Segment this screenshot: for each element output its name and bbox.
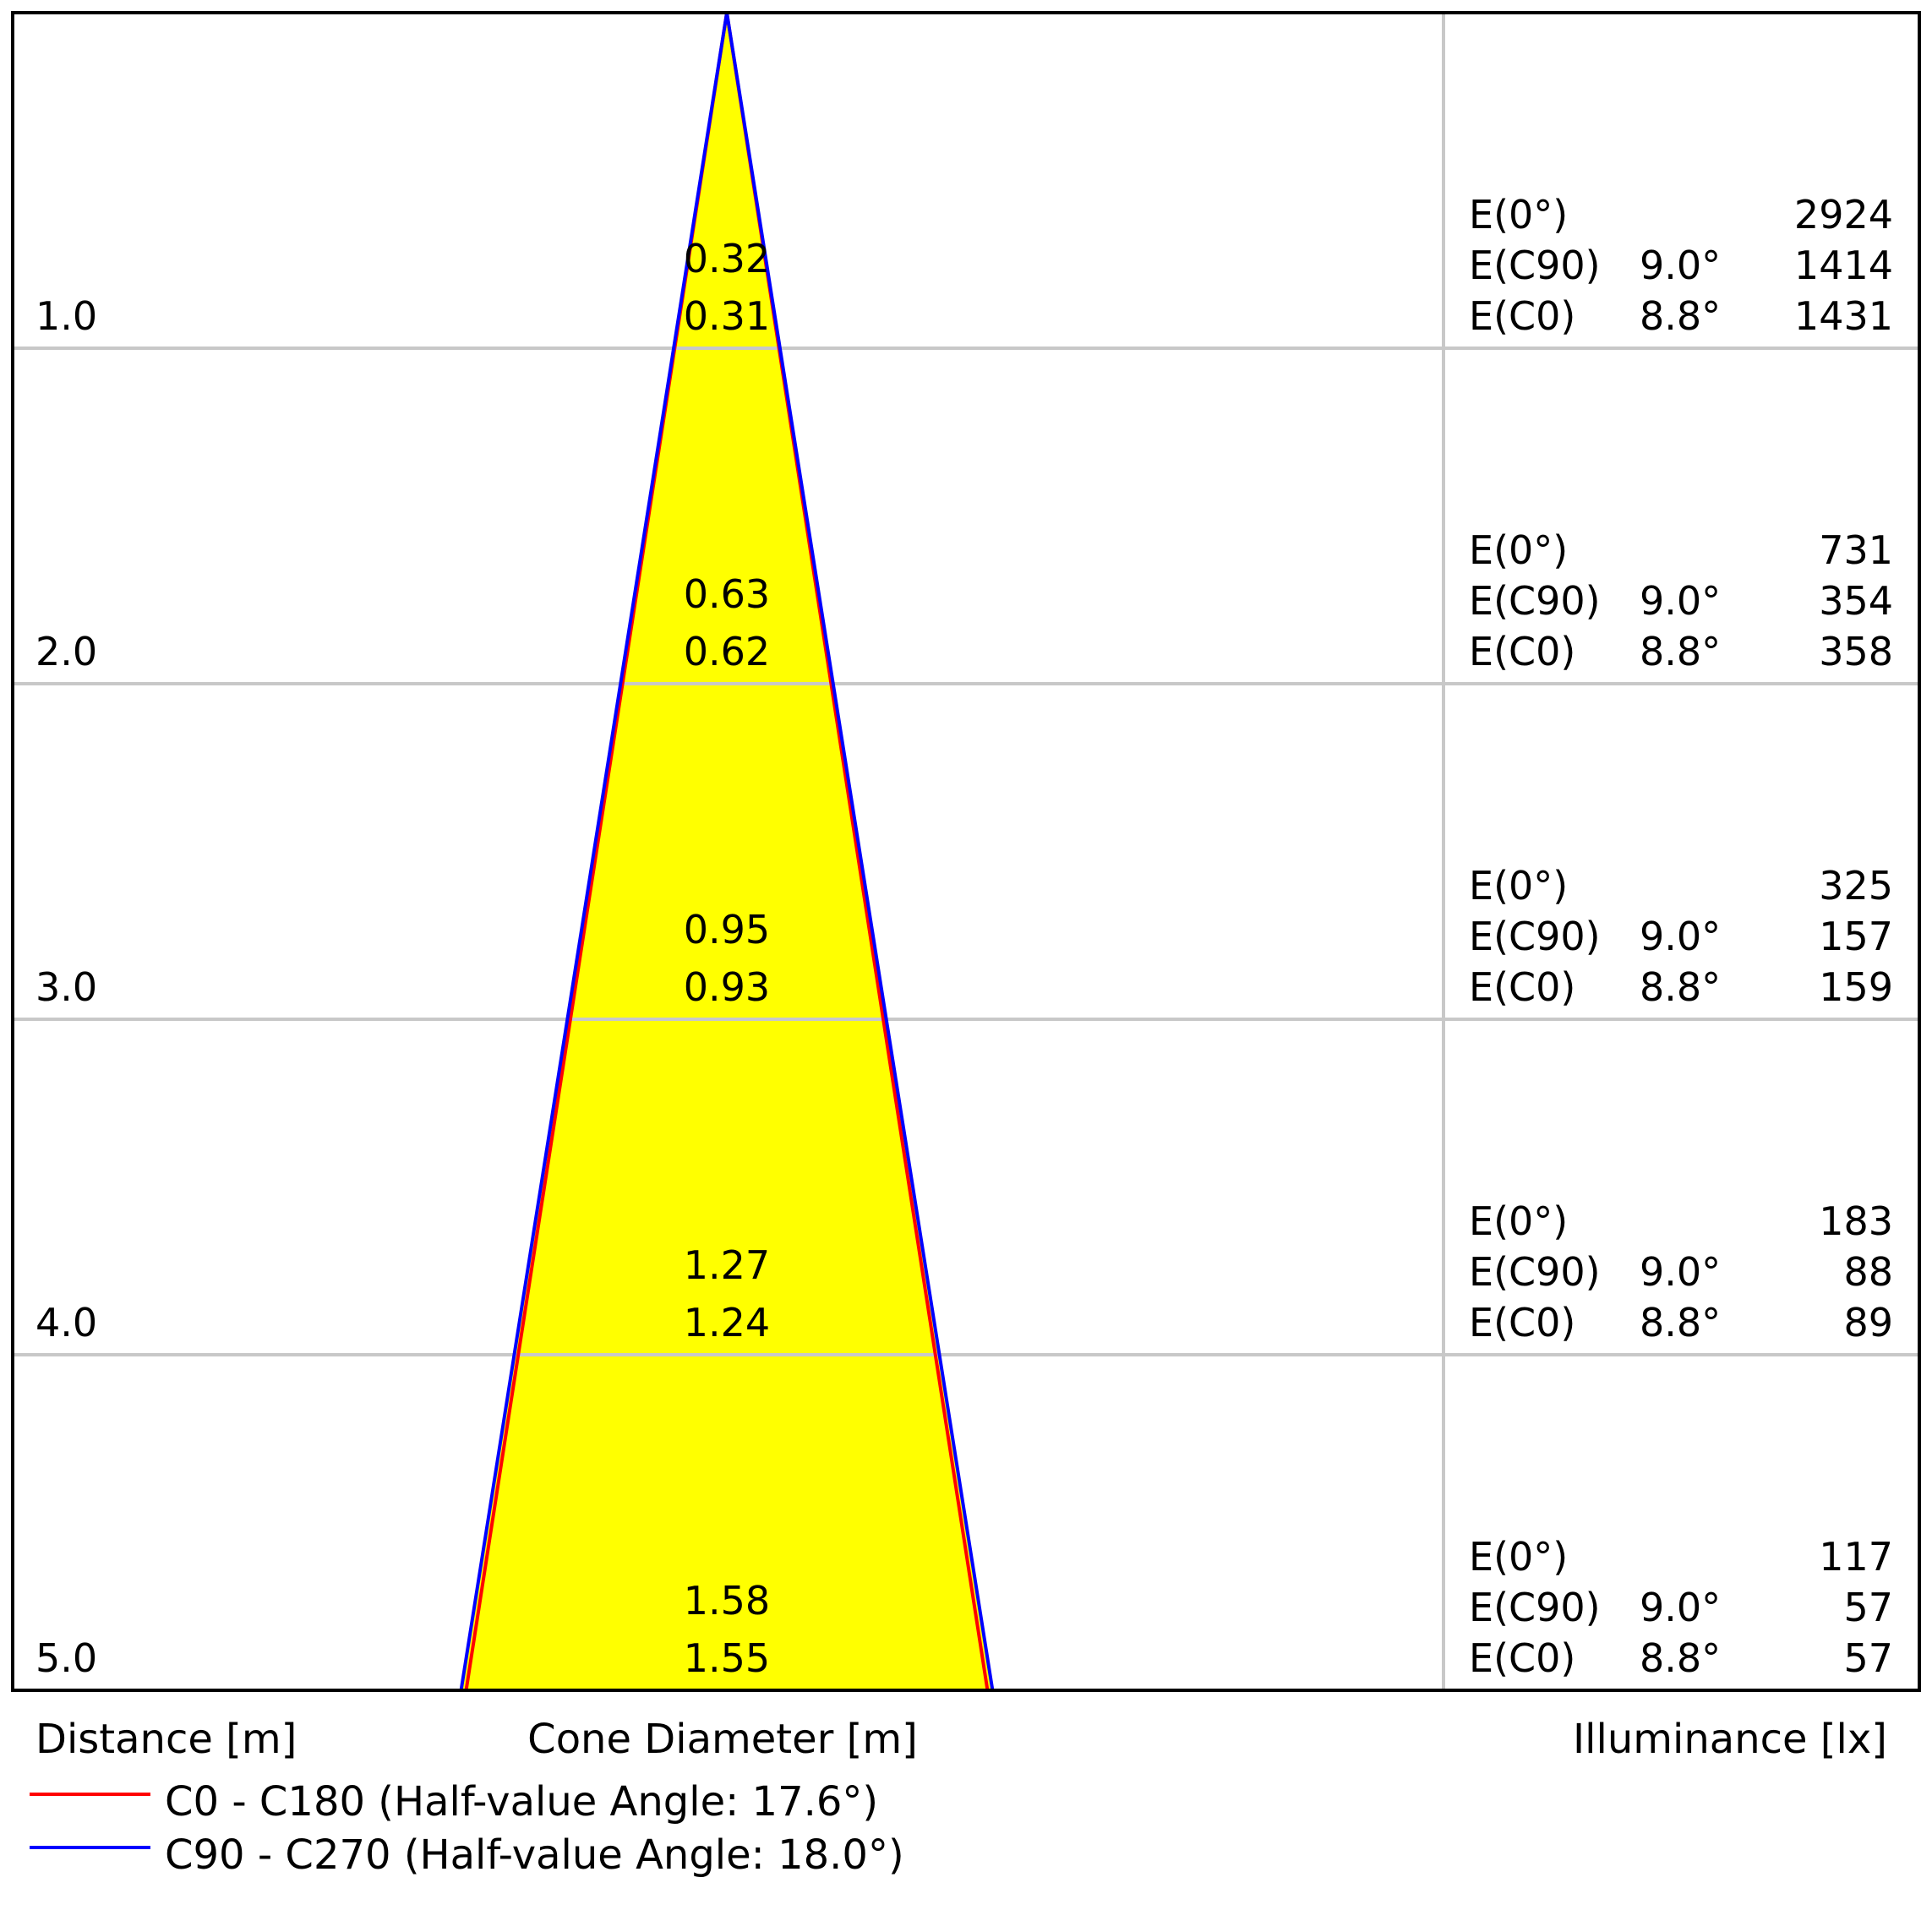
distance-tick-label: 4.0 xyxy=(35,1300,97,1345)
cone-diameter-c90-label: 0.32 xyxy=(684,236,770,281)
e0-value: 325 xyxy=(1819,863,1893,909)
ec0-angle: 8.8° xyxy=(1640,964,1721,1010)
labels-layer: 1.0 0.32 0.31 E(0°) 2924 E(C90) 9.0° 1414 E(C0) 8… xyxy=(35,192,1893,1681)
e0-value: 2924 xyxy=(1794,192,1893,237)
ec90-value: 157 xyxy=(1819,914,1893,959)
ec0-label: E(C0) xyxy=(1469,1300,1575,1345)
ec90-angle: 9.0° xyxy=(1640,578,1721,624)
distance-tick-label: 5.0 xyxy=(35,1635,97,1681)
ec90-angle: 9.0° xyxy=(1640,1585,1721,1630)
cone-diameter-c90-label: 0.63 xyxy=(684,571,770,617)
ec0-angle: 8.8° xyxy=(1640,1300,1721,1345)
e0-label: E(0°) xyxy=(1469,1534,1568,1580)
ec0-angle: 8.8° xyxy=(1640,1635,1721,1681)
illuminance-axis-title: Illuminance [lx] xyxy=(1573,1716,1887,1763)
cone-edge-right-c90-c270 xyxy=(725,12,995,1691)
e0-label: E(0°) xyxy=(1469,1198,1568,1244)
cone-diameter-c0-label: 1.55 xyxy=(684,1635,770,1681)
ec90-angle: 9.0° xyxy=(1640,1249,1721,1295)
cone-fill-layer xyxy=(461,13,993,1690)
ec90-angle: 9.0° xyxy=(1640,914,1721,959)
ec90-label: E(C90) xyxy=(1469,1585,1601,1630)
e0-value: 117 xyxy=(1819,1534,1893,1580)
ec0-value: 57 xyxy=(1843,1635,1893,1681)
cone-diameter-c0-label: 0.62 xyxy=(684,629,770,674)
e0-label: E(0°) xyxy=(1469,527,1568,573)
plot-frame xyxy=(11,11,1921,1692)
ec90-value: 57 xyxy=(1843,1585,1893,1630)
ec90-label: E(C90) xyxy=(1469,243,1601,288)
cone-diameter-c90-label: 0.95 xyxy=(684,907,770,952)
cone-diameter-c90-label: 1.27 xyxy=(684,1242,770,1288)
grid-layer xyxy=(13,13,1919,1690)
ec90-label: E(C90) xyxy=(1469,1249,1601,1295)
ec0-angle: 8.8° xyxy=(1640,629,1721,674)
ec90-value: 88 xyxy=(1843,1249,1893,1295)
cone-lines-layer xyxy=(459,12,995,1691)
distance-axis-title: Distance [m] xyxy=(35,1716,297,1763)
ec0-label: E(C0) xyxy=(1469,964,1575,1010)
ec0-angle: 8.8° xyxy=(1640,293,1721,339)
ec90-angle: 9.0° xyxy=(1640,243,1721,288)
cone-edge-left-c90-c270 xyxy=(459,12,729,1691)
ec0-value: 1431 xyxy=(1794,293,1893,339)
cone-diameter-c90-label: 1.58 xyxy=(684,1578,770,1624)
ec0-value: 89 xyxy=(1843,1300,1893,1345)
ec0-label: E(C0) xyxy=(1469,1635,1575,1681)
distance-tick-label: 1.0 xyxy=(35,293,97,339)
distance-tick-label: 2.0 xyxy=(35,629,97,674)
distance-tick-label: 3.0 xyxy=(35,964,97,1010)
cone-diameter-axis-title: Cone Diameter [m] xyxy=(527,1716,918,1763)
cone-diameter-c0-label: 0.93 xyxy=(684,964,770,1010)
ec0-label: E(C0) xyxy=(1469,629,1575,674)
cone-diameter-c0-label: 1.24 xyxy=(684,1300,770,1345)
ec90-value: 1414 xyxy=(1794,243,1893,288)
e0-label: E(0°) xyxy=(1469,192,1568,237)
legend-c0-label: C0 - C180 (Half-value Angle: 17.6°) xyxy=(165,1778,878,1826)
ec0-label: E(C0) xyxy=(1469,293,1575,339)
e0-label: E(0°) xyxy=(1469,863,1568,909)
cone-diameter-c0-label: 0.31 xyxy=(684,293,770,339)
legend-c90-label: C90 - C270 (Half-value Angle: 18.0°) xyxy=(165,1831,904,1879)
ec90-label: E(C90) xyxy=(1469,578,1601,624)
ec90-value: 354 xyxy=(1819,578,1893,624)
e0-value: 731 xyxy=(1819,527,1893,573)
e0-value: 183 xyxy=(1819,1198,1893,1244)
ec0-value: 159 xyxy=(1819,964,1893,1010)
cone-fill xyxy=(461,13,993,1690)
ec90-label: E(C90) xyxy=(1469,914,1601,959)
ec0-value: 358 xyxy=(1819,629,1893,674)
